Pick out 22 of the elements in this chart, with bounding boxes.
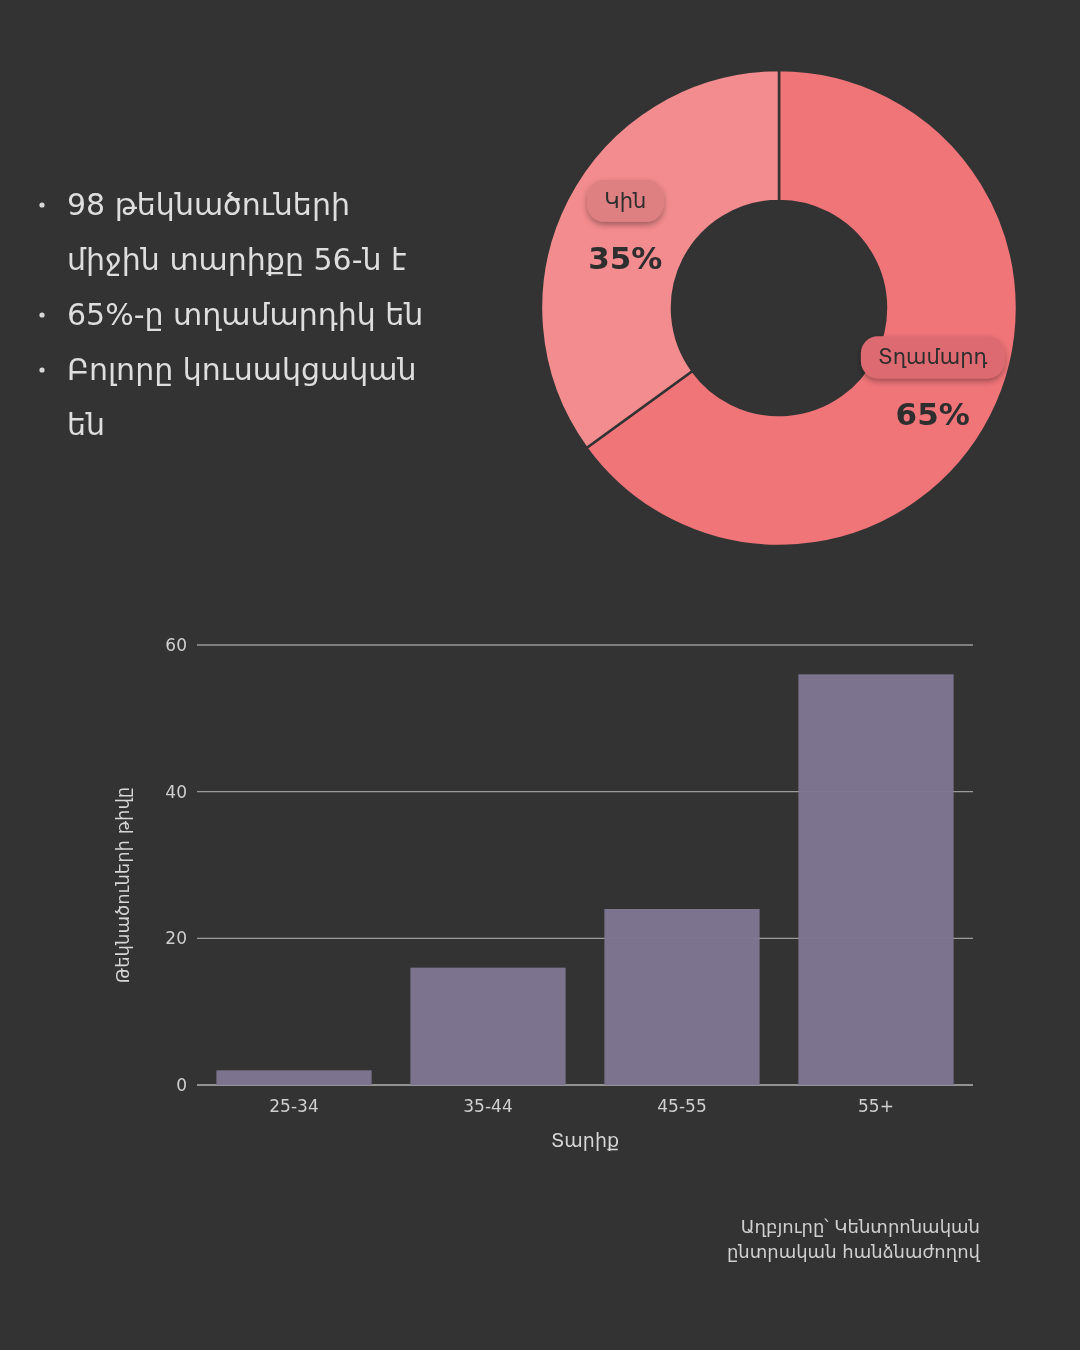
text: Բոլորը կուսակցական են	[67, 352, 417, 442]
x-tick-label: 55+	[858, 1096, 894, 1116]
x-axis-title: Տարիք	[550, 1129, 620, 1151]
x-tick-label: 45-55	[657, 1096, 707, 1116]
bar	[216, 1070, 372, 1085]
slice-label: Կին	[604, 188, 647, 213]
bar	[410, 967, 566, 1085]
y-tick-label: 20	[165, 928, 187, 949]
text: 65%-ը տղամարդիկ են	[67, 297, 424, 332]
text: 98 թեկնածուների միջին տարիքը 56-ն է	[67, 187, 407, 277]
data-label: 35%	[588, 239, 663, 276]
y-axis-title: Թեկնածուների թիվը	[111, 786, 133, 984]
text: Աղբյուրը՝ Կենտրոնական ընտրական հանձնաժողով	[726, 1216, 981, 1262]
bar	[604, 909, 760, 1085]
slice-label: Տղամարդ	[877, 345, 988, 370]
y-tick-label: 40	[165, 781, 187, 802]
y-tick-label: 0	[176, 1075, 187, 1095]
y-tick-label: 60	[165, 635, 187, 655]
x-tick-label: 35-44	[463, 1096, 513, 1116]
data-label: 65%	[895, 396, 970, 433]
bar	[798, 674, 954, 1085]
x-tick-label: 25-34	[269, 1096, 319, 1116]
